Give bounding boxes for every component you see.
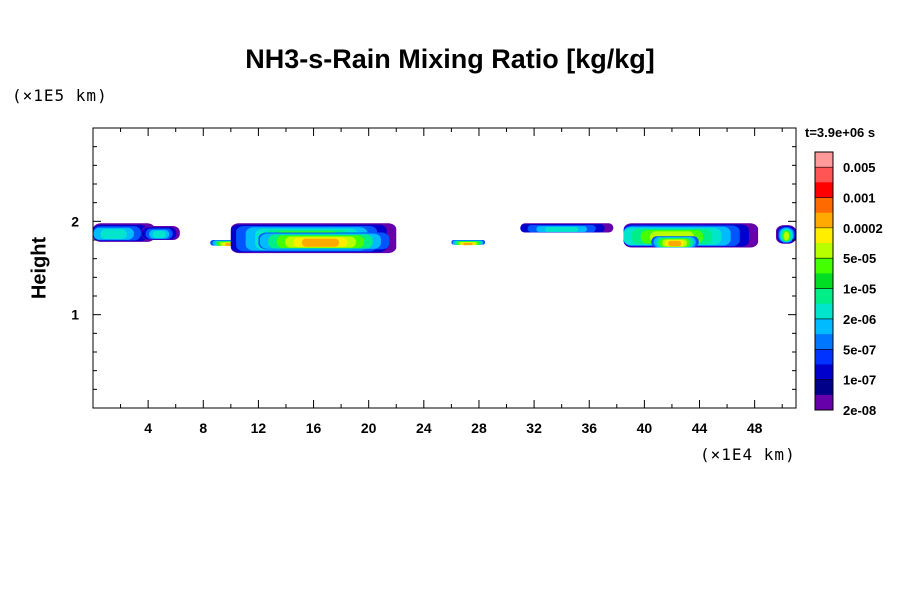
colorbar-swatch: [815, 318, 833, 335]
colorbar-swatch: [815, 258, 833, 274]
chart-title: NH3-s-Rain Mixing Ratio [kg/kg]: [245, 44, 655, 74]
x-tick-label: 20: [361, 420, 377, 436]
colorbar-swatch: [815, 334, 833, 350]
x-tick-label: 28: [471, 420, 487, 436]
contour-cell-0-level-4: [100, 229, 127, 239]
y-tick-label: 1: [71, 307, 79, 323]
plot-frame: [92, 127, 797, 409]
colorbar-swatch: [815, 364, 833, 381]
x-tick-label: 44: [692, 420, 708, 436]
colorbar-label: 5e-07: [843, 342, 876, 357]
contour-cell-5-level-6: [463, 242, 473, 246]
colorbar-label: 0.0002: [843, 221, 883, 236]
x-tick-label: 24: [416, 420, 432, 436]
x-tick-label: 48: [747, 420, 763, 436]
contour-cell-1-level-4: [152, 230, 166, 239]
colorbar-label: 0.005: [843, 160, 876, 175]
colorbar-label: 0.001: [843, 191, 876, 206]
colorbar-label: 2e-06: [843, 312, 876, 327]
time-label: t=3.9e+06 s: [805, 125, 876, 140]
x-tick-label: 8: [199, 420, 207, 436]
colorbar-swatch: [815, 303, 833, 320]
colorbar-swatch: [815, 273, 833, 290]
colorbar-swatch: [815, 379, 833, 396]
colorbar-swatch: [815, 212, 833, 229]
colorbar-label: 1e-07: [843, 373, 876, 388]
contour-cell-8-level-6: [668, 240, 682, 247]
contour-cells: [93, 223, 796, 254]
colorbar-label: 2e-08: [843, 403, 876, 418]
colorbar-label: 5e-05: [843, 251, 876, 266]
colorbar-swatch: [815, 349, 833, 365]
x-tick-label: 40: [637, 420, 653, 436]
y-tick-label: 2: [71, 213, 79, 229]
colorbar-swatch: [815, 288, 833, 305]
y-axis-unit: (×1E5 km): [12, 86, 108, 105]
x-tick-label: 16: [306, 420, 322, 436]
colorbar-swatch: [815, 227, 833, 244]
x-tick-label: 12: [251, 420, 267, 436]
colorbar: 0.005 0.001 0.0002 5e-05 1e-05 2e-06 5e-07 1e-0…: [814, 151, 883, 418]
x-tick-label: 4: [144, 420, 152, 436]
x-tick-label: 36: [581, 420, 597, 436]
colorbar-label: 1e-05: [843, 282, 876, 297]
contour-cell-9-level-7: [783, 231, 790, 241]
x-axis-unit: (×1E4 km): [700, 445, 796, 464]
colorbar-swatch: [815, 182, 833, 199]
colorbar-swatch: [815, 243, 833, 259]
colorbar-swatch: [815, 197, 833, 214]
colorbar-swatch: [815, 394, 833, 411]
colorbar-swatch: [815, 167, 833, 183]
contour-cell-4-level-6: [301, 238, 340, 247]
colorbar-swatch: [815, 152, 833, 168]
x-tick-label: 32: [526, 420, 542, 436]
contour-cell-6-level-4: [545, 227, 579, 232]
